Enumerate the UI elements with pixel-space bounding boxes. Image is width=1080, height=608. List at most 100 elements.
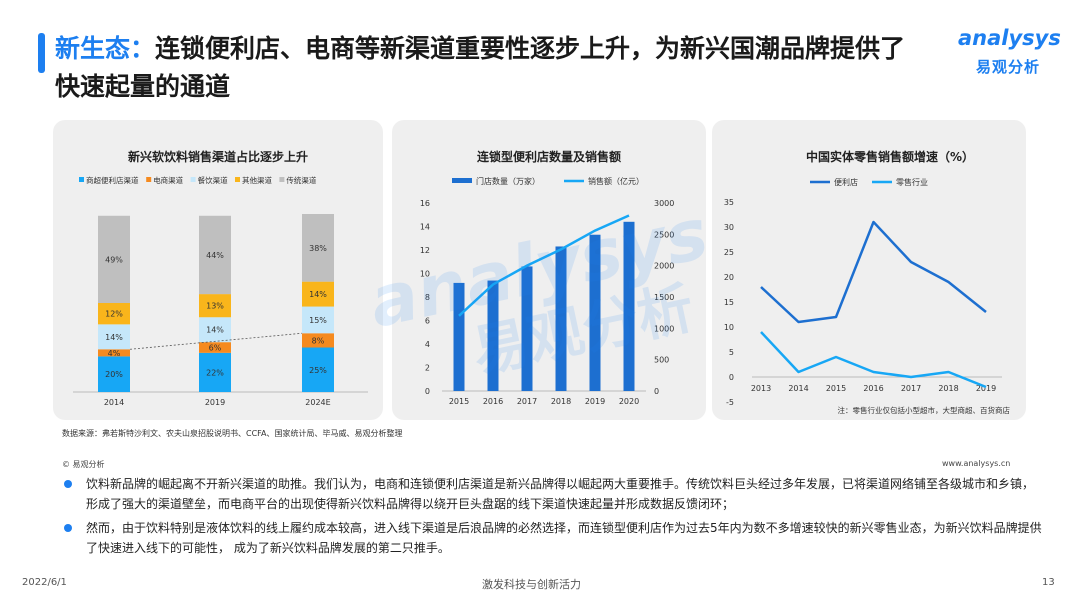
x-tick-label: 2019 xyxy=(205,398,225,407)
y-tick-label: 15 xyxy=(724,298,734,307)
legend-label: 其他渠道 xyxy=(242,175,272,185)
bar xyxy=(623,221,635,391)
x-tick-label: 2019 xyxy=(585,397,605,406)
y-tick-label-left: 4 xyxy=(425,340,430,349)
stacked-bar-segment xyxy=(98,356,130,392)
stacked-bar-segment xyxy=(302,306,334,334)
stacked-bar-segment xyxy=(302,214,334,282)
y-tick-label-right: 1500 xyxy=(654,293,674,302)
y-tick-label: 20 xyxy=(724,273,734,282)
data-label: 14% xyxy=(105,333,123,342)
y-tick-label: 25 xyxy=(724,248,734,257)
x-tick-label: 2015 xyxy=(449,397,469,406)
x-tick-label: 2014 xyxy=(104,398,124,407)
bullet-dot xyxy=(64,480,72,488)
y-tick-label-left: 12 xyxy=(420,246,430,255)
x-tick-label: 2014 xyxy=(788,384,808,393)
data-label: 49% xyxy=(105,255,123,264)
bullet-text: 然而，由于饮料特别是液体饮料的线上履约成本较高，进入线下渠道是后浪品牌的必然选择… xyxy=(86,521,1042,555)
x-tick-label: 2024E xyxy=(305,398,330,407)
x-tick-label: 2018 xyxy=(938,384,958,393)
stacked-bar-segment xyxy=(199,317,231,343)
footer-date: 2022/6/1 xyxy=(22,577,67,588)
series-line xyxy=(760,220,987,324)
logo-cn: 易观分析 xyxy=(976,58,1041,76)
chart-panel-convenience-store: 连锁型便利店数量及销售额 门店数量（万家） 销售额（亿元） 0 2 4 6 8 10 12 14 16… xyxy=(392,120,706,420)
stacked-bar-segment xyxy=(98,324,130,350)
x-tick-label: 2019 xyxy=(976,384,996,393)
data-label: 15% xyxy=(309,316,327,325)
chart-panel-channel-share: 新兴软饮料销售渠道占比逐步上升商超便利店渠道 电商渠道 餐饮渠道 其他渠道 传统渠道 20… xyxy=(53,120,383,420)
y-tick-label-right: 2000 xyxy=(654,262,674,271)
chart-title: 新兴软饮料销售渠道占比逐步上升 xyxy=(128,149,308,164)
site-url: www.analysys.cn xyxy=(942,459,1011,468)
logo-word: analysys xyxy=(958,26,1061,50)
y-tick-label-right: 3000 xyxy=(654,199,674,208)
x-tick-label: 2015 xyxy=(826,384,846,393)
page-title: 新生态：连锁便利店、电商等新渠道重要性逐步上升，为新兴国潮品牌提供了快速起量的通… xyxy=(55,30,925,106)
bar xyxy=(521,266,533,391)
x-tick-label: 2017 xyxy=(517,397,537,406)
y-tick-label-left: 14 xyxy=(420,223,430,232)
y-tick-label-left: 10 xyxy=(420,270,430,279)
stacked-bar-segment xyxy=(302,333,334,348)
legend-label: 商超便利店渠道 xyxy=(86,175,139,185)
chart-panel-retail-growth: 中国实体零售销售额增速（%） 便利店 零售行业 -5 0 5 10 15 20 25 30 35 201… xyxy=(712,120,1026,420)
stacked-bar-segment xyxy=(199,352,231,392)
legend-label: 零售行业 xyxy=(896,177,928,187)
y-tick-label: 0 xyxy=(729,373,734,382)
chart-retail-growth: 中国实体零售销售额增速（%） 便利店 零售行业 -5 0 5 10 15 20 25 30 35 201… xyxy=(724,149,1011,415)
stacked-bar-segment xyxy=(199,342,231,353)
bullet-item: 饮料新品牌的崛起离不开新兴渠道的助推。我们认为，电商和连锁便利店渠道是新兴品牌得… xyxy=(62,474,1042,514)
legend-swatch xyxy=(190,177,196,182)
series-line xyxy=(760,331,987,389)
x-tick-label: 2020 xyxy=(619,397,639,406)
y-tick-label-left: 6 xyxy=(425,317,430,326)
y-tick-label: 10 xyxy=(724,323,734,332)
data-label: 8% xyxy=(312,336,325,345)
copyright: © 易观分析 xyxy=(62,460,105,469)
footer-slogan: 激发科技与创新活力 xyxy=(482,578,581,591)
data-label: 25% xyxy=(309,366,327,375)
bullet-text: 饮料新品牌的崛起离不开新兴渠道的助推。我们认为，电商和连锁便利店渠道是新兴品牌得… xyxy=(86,477,1035,511)
legend-swatch xyxy=(452,178,472,183)
y-tick-label-right: 1000 xyxy=(654,324,674,333)
data-label: 22% xyxy=(206,368,224,377)
data-label: 13% xyxy=(206,302,224,311)
data-label: 12% xyxy=(105,310,123,319)
legend-label: 传统渠道 xyxy=(286,175,316,185)
legend-label: 电商渠道 xyxy=(153,175,183,185)
data-label: 38% xyxy=(309,244,327,253)
bar xyxy=(555,246,567,391)
y-tick-label: 35 xyxy=(724,198,734,207)
data-label: 14% xyxy=(206,326,224,335)
y-tick-label-left: 0 xyxy=(425,387,430,396)
bar xyxy=(589,234,601,391)
title-prefix: 新生态： xyxy=(55,34,156,63)
legend-swatch xyxy=(146,177,152,182)
trend-line xyxy=(129,332,303,350)
x-tick-label: 2018 xyxy=(551,397,571,406)
legend-swatch xyxy=(279,177,285,182)
stacked-bar-segment xyxy=(199,215,231,295)
y-tick-label-left: 2 xyxy=(425,364,430,373)
legend-label: 门店数量（万家） xyxy=(476,176,540,186)
bullet-item: 然而，由于饮料特别是液体饮料的线上履约成本较高，进入线下渠道是后浪品牌的必然选择… xyxy=(62,518,1042,558)
legend-label: 餐饮渠道 xyxy=(198,175,228,185)
stacked-bar-segment xyxy=(98,303,130,325)
y-tick-label-left: 16 xyxy=(420,199,430,208)
stacked-bar-segment xyxy=(302,347,334,392)
legend-swatch xyxy=(79,177,84,182)
data-label: 44% xyxy=(206,251,224,260)
y-tick-label: -5 xyxy=(726,398,734,407)
stacked-bar-segment xyxy=(302,281,334,307)
bullet-list: 饮料新品牌的崛起离不开新兴渠道的助推。我们认为，电商和连锁便利店渠道是新兴品牌得… xyxy=(62,474,1042,562)
bar xyxy=(487,280,499,391)
title-text: 连锁便利店、电商等新渠道重要性逐步上升，为新兴国潮品牌提供了快速起量的通道 xyxy=(55,34,906,101)
legend-label: 便利店 xyxy=(834,177,858,187)
bar xyxy=(453,282,465,391)
stacked-bar-segment xyxy=(98,349,130,357)
series-line xyxy=(458,214,630,317)
